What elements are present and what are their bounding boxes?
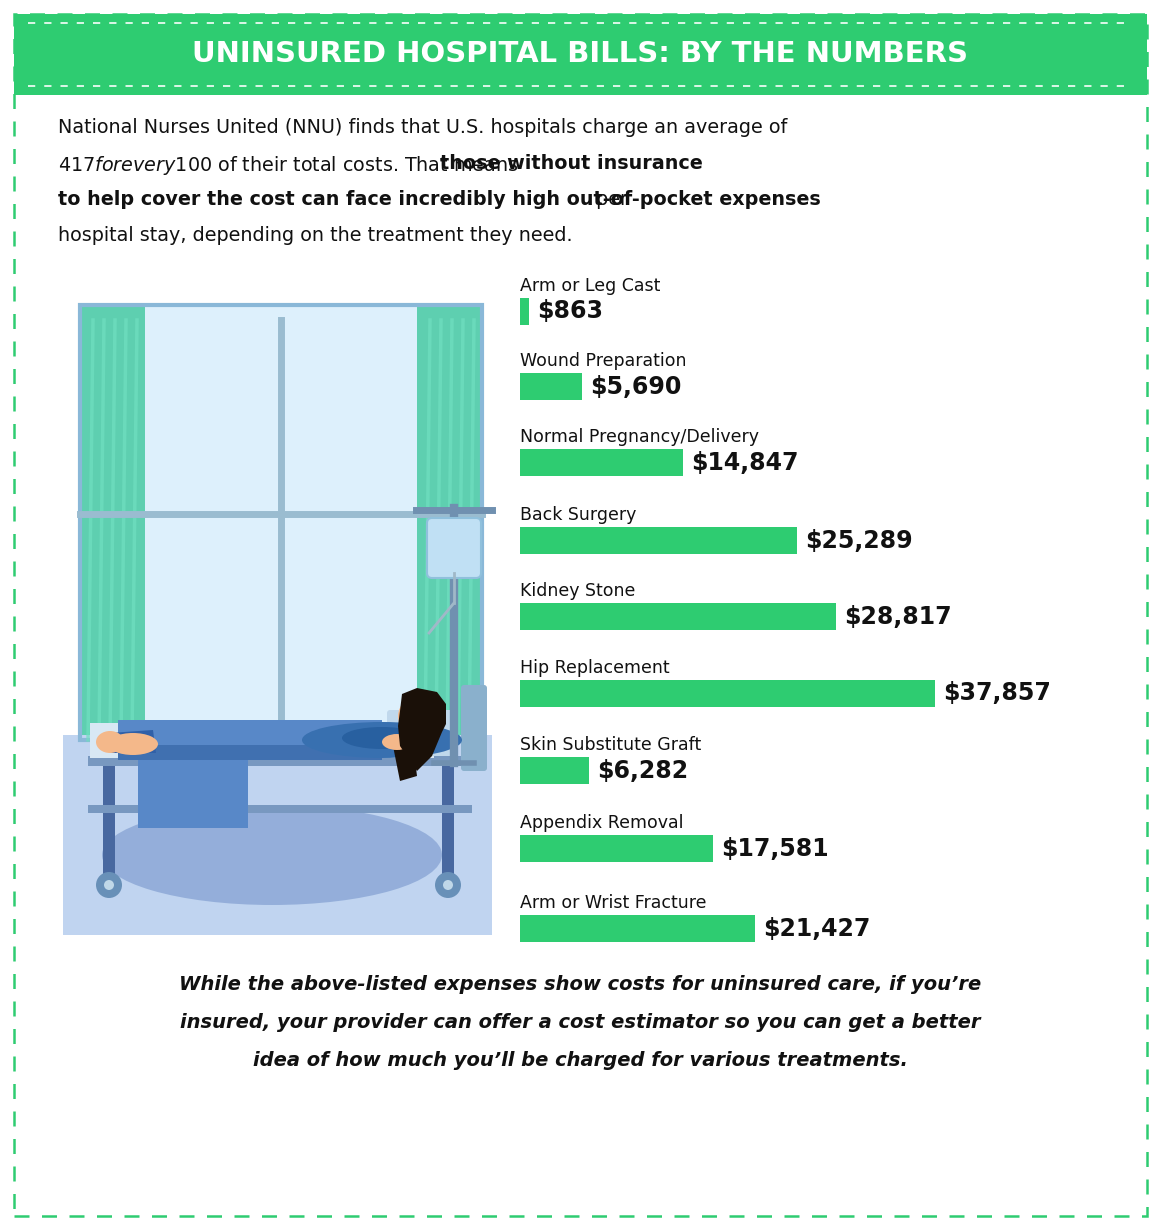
Text: $25,289: $25,289: [806, 529, 913, 552]
Text: Hip Replacement: Hip Replacement: [520, 659, 670, 677]
Text: hospital stay, depending on the treatment they need.: hospital stay, depending on the treatmen…: [58, 226, 572, 245]
Text: Skin Substitute Graft: Skin Substitute Graft: [520, 736, 701, 754]
Text: $14,847: $14,847: [691, 450, 799, 475]
Text: $863: $863: [538, 299, 604, 323]
Text: $417 for every $100 of their total costs. That means: $417 for every $100 of their total costs…: [58, 154, 519, 177]
FancyBboxPatch shape: [63, 736, 492, 935]
Ellipse shape: [108, 733, 158, 755]
Circle shape: [435, 872, 461, 898]
FancyBboxPatch shape: [417, 305, 482, 740]
FancyBboxPatch shape: [520, 680, 935, 707]
FancyBboxPatch shape: [520, 298, 529, 325]
Text: Normal Pregnancy/Delivery: Normal Pregnancy/Delivery: [520, 428, 759, 446]
FancyBboxPatch shape: [520, 756, 589, 784]
Text: Back Surgery: Back Surgery: [520, 506, 636, 524]
Text: While the above-listed expenses show costs for uninsured care, if you’re: While the above-listed expenses show cos…: [180, 975, 981, 994]
Ellipse shape: [398, 695, 446, 737]
Circle shape: [104, 879, 114, 891]
FancyBboxPatch shape: [88, 756, 473, 766]
Ellipse shape: [96, 731, 124, 753]
Text: Wound Preparation: Wound Preparation: [520, 352, 686, 370]
FancyBboxPatch shape: [118, 720, 382, 760]
Text: idea of how much you’ll be charged for various treatments.: idea of how much you’ll be charged for v…: [253, 1050, 908, 1070]
Text: Kidney Stone: Kidney Stone: [520, 582, 635, 600]
Polygon shape: [392, 736, 417, 781]
Text: $6,282: $6,282: [597, 759, 688, 782]
Text: $17,581: $17,581: [721, 836, 828, 861]
FancyBboxPatch shape: [103, 745, 115, 886]
Ellipse shape: [102, 804, 442, 905]
Text: per: per: [590, 189, 628, 209]
FancyBboxPatch shape: [427, 518, 481, 578]
FancyBboxPatch shape: [520, 603, 836, 630]
Circle shape: [96, 872, 122, 898]
Text: Arm or Leg Cast: Arm or Leg Cast: [520, 277, 661, 295]
FancyBboxPatch shape: [91, 723, 434, 758]
FancyBboxPatch shape: [88, 804, 473, 813]
FancyBboxPatch shape: [520, 373, 583, 400]
FancyBboxPatch shape: [118, 745, 382, 760]
Text: National Nurses United (NNU) finds that U.S. hospitals charge an average of: National Nurses United (NNU) finds that …: [58, 118, 787, 137]
Text: Appendix Removal: Appendix Removal: [520, 814, 684, 831]
Text: $5,690: $5,690: [591, 374, 682, 399]
FancyBboxPatch shape: [520, 835, 713, 862]
FancyBboxPatch shape: [145, 305, 417, 740]
Text: $37,857: $37,857: [943, 681, 1051, 706]
Text: Arm or Wrist Fracture: Arm or Wrist Fracture: [520, 894, 707, 911]
FancyBboxPatch shape: [461, 685, 486, 771]
Text: UNINSURED HOSPITAL BILLS: BY THE NUMBERS: UNINSURED HOSPITAL BILLS: BY THE NUMBERS: [193, 41, 968, 69]
Circle shape: [444, 879, 453, 891]
Ellipse shape: [382, 734, 412, 750]
FancyBboxPatch shape: [520, 526, 798, 554]
Text: $21,427: $21,427: [763, 916, 871, 941]
FancyBboxPatch shape: [80, 305, 145, 740]
FancyBboxPatch shape: [442, 745, 454, 886]
FancyBboxPatch shape: [80, 305, 482, 740]
Polygon shape: [138, 760, 248, 828]
Polygon shape: [398, 688, 446, 771]
Text: those without insurance: those without insurance: [440, 154, 702, 173]
Polygon shape: [110, 729, 156, 753]
Ellipse shape: [302, 722, 462, 758]
FancyBboxPatch shape: [520, 915, 755, 942]
Ellipse shape: [342, 727, 421, 749]
Text: insured, your provider can offer a cost estimator so you can get a better: insured, your provider can offer a cost …: [180, 1014, 981, 1032]
FancyBboxPatch shape: [387, 710, 453, 756]
Text: $28,817: $28,817: [844, 604, 952, 629]
Text: to help cover the cost can face incredibly high out-of-pocket expenses: to help cover the cost can face incredib…: [58, 189, 821, 209]
FancyBboxPatch shape: [520, 449, 683, 476]
FancyBboxPatch shape: [14, 14, 1147, 95]
